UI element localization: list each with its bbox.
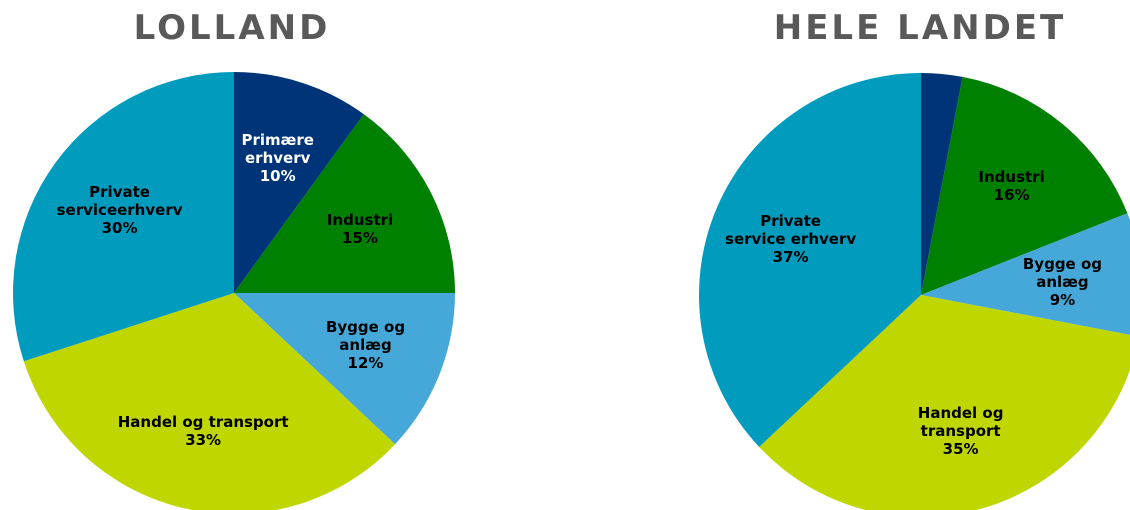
slice-category: Primære erhverv <box>241 131 314 168</box>
slice-value: 30% <box>101 218 138 237</box>
slice-category: Industri <box>978 167 1045 186</box>
slice-label: Industri 15% <box>327 211 393 247</box>
chart-title: LOLLAND <box>133 8 331 48</box>
chart-title: HELE LANDET <box>773 8 1067 48</box>
pie-slice <box>759 295 1130 510</box>
slice-category: Industri <box>326 210 394 229</box>
slice-category: Handel og transport <box>917 404 1004 441</box>
slice-label: Handel og transport 33% <box>118 413 289 449</box>
slice-value: 35% <box>942 440 979 459</box>
slice-value: 9% <box>1049 290 1076 309</box>
pie-slice <box>12 72 234 362</box>
pie-slice <box>699 73 921 447</box>
slice-value: 33% <box>185 431 222 450</box>
pie-slice <box>234 114 455 293</box>
slice-value: 37% <box>772 247 809 266</box>
pie-slice <box>234 72 364 293</box>
pie-slice <box>921 73 963 295</box>
pie-slice <box>23 293 396 510</box>
slice-label: Private service erhverv 37% <box>725 212 856 266</box>
slice-label: Bygge og anlæg 9% <box>1023 255 1102 309</box>
slice-label: Bygge og anlæg 12% <box>326 318 405 372</box>
slice-category: Private service erhverv <box>725 211 857 248</box>
slice-value: 15% <box>342 228 378 247</box>
slice-category: Bygge og anlæg <box>325 318 406 355</box>
slice-label: Primære erhverv 10% <box>241 131 313 185</box>
slice-category: Bygge og anlæg <box>1022 254 1102 291</box>
slice-value: 12% <box>347 354 384 373</box>
slice-label: Industri 16% <box>978 168 1044 204</box>
slice-value: 16% <box>993 185 1030 204</box>
pie-slice <box>921 76 1128 296</box>
slice-value: 10% <box>259 167 296 186</box>
slice-label: Private serviceerhverv 30% <box>57 183 183 237</box>
slice-label: Handel og transport 35% <box>918 404 1004 458</box>
slice-category: Handel og transport <box>117 413 289 432</box>
pie-slice <box>921 213 1130 335</box>
pie-slice <box>234 293 455 445</box>
slice-category: Private serviceerhverv <box>56 182 183 219</box>
